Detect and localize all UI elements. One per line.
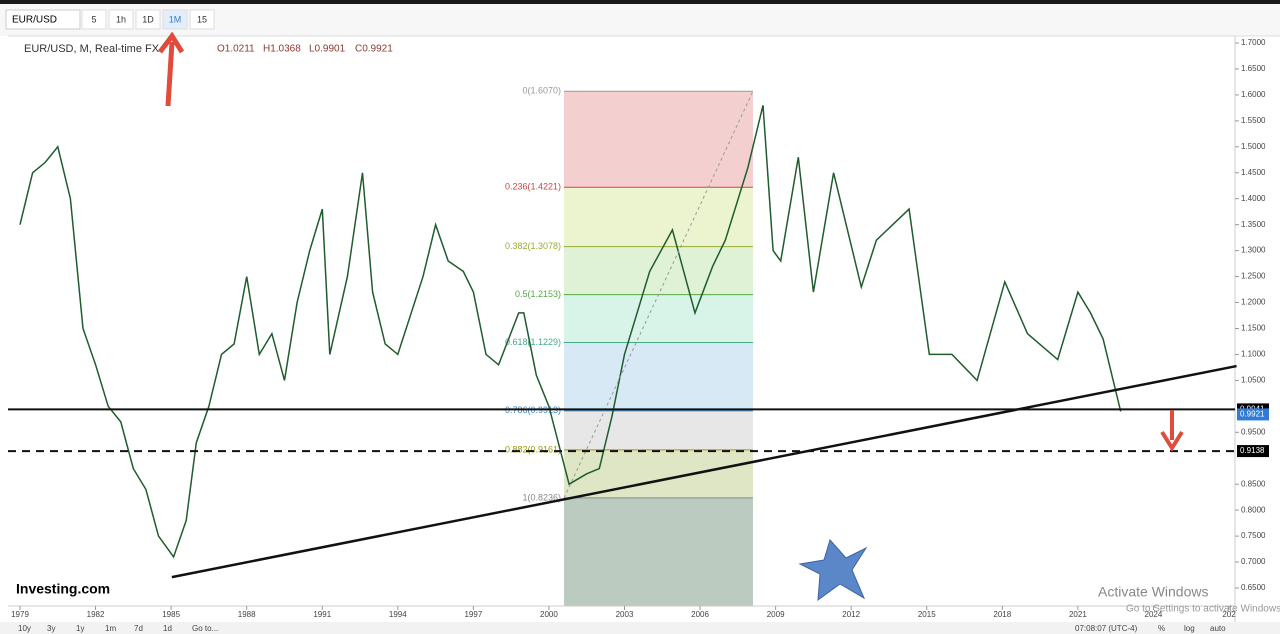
y-tick-label: 1.2000	[1241, 298, 1266, 307]
watermark: Investing.com	[16, 581, 110, 597]
top-bar	[0, 0, 1280, 4]
range-button[interactable]: 1m	[105, 624, 116, 633]
y-tick-label: 1.1500	[1241, 324, 1266, 333]
fib-band	[564, 294, 753, 343]
x-tick-label: 2012	[842, 610, 860, 619]
price-tag-label: 0.9921	[1240, 410, 1265, 419]
fib-band	[564, 410, 753, 450]
x-tick-label: 1985	[162, 610, 180, 619]
price-line	[19, 105, 1122, 559]
x-tick-label: 1979	[11, 610, 29, 619]
x-tick-label: 1982	[87, 610, 105, 619]
range-button[interactable]: 3y	[47, 624, 55, 633]
legend-open: O1.0211	[217, 44, 255, 55]
interval-label: 1D	[142, 14, 154, 24]
fib-label: 1(0.8236)	[523, 492, 562, 502]
range-button[interactable]: 1d	[163, 624, 172, 633]
interval-button[interactable]	[135, 9, 161, 30]
red-arrow	[158, 31, 185, 107]
fib-label: 0.5(1.2153)	[515, 289, 561, 299]
range-button[interactable]: Go to...	[192, 624, 218, 633]
price-tag	[1237, 408, 1269, 421]
y-tick-label: 1.5500	[1241, 116, 1266, 125]
y-tick-label: 1.3000	[1241, 246, 1266, 255]
range-button[interactable]: 10y	[18, 624, 31, 633]
fib-band	[564, 497, 753, 606]
trend-line	[171, 364, 1237, 579]
x-tick-label: 1994	[389, 610, 407, 619]
x-tick-label: 2024	[1145, 610, 1163, 619]
y-tick-label: 1.0500	[1241, 375, 1266, 384]
x-tick-label: 202	[1222, 610, 1236, 619]
red-arrow	[1160, 410, 1184, 452]
y-tick-label: 1.7000	[1241, 38, 1266, 47]
interval-label: 5	[91, 14, 96, 24]
symbol: EUR/USD	[12, 15, 57, 26]
bottom-bar	[0, 622, 1280, 634]
fib-label: 0.382(1.3078)	[505, 241, 561, 251]
x-tick-label: 2018	[993, 610, 1011, 619]
range-button[interactable]: 7d	[134, 624, 143, 633]
interval-label: 15	[197, 14, 207, 24]
y-tick-label: 1.6500	[1241, 64, 1266, 73]
fib-label: 0.618(1.1229)	[505, 337, 561, 347]
y-tick-label: 0.7500	[1241, 531, 1266, 540]
y-tick-label: 0.6500	[1241, 583, 1266, 592]
y-tick-label: 1.4000	[1241, 194, 1266, 203]
legend-close: C0.9921	[355, 44, 393, 55]
y-tick-label: 1.1000	[1241, 350, 1266, 359]
fib-band	[564, 91, 753, 188]
y-tick-label: 1.3500	[1241, 220, 1266, 229]
interval-button[interactable]	[108, 9, 134, 30]
legend-low: L0.9901	[309, 44, 346, 55]
x-tick-label: 2009	[767, 610, 785, 619]
y-tick-label: 1.2500	[1241, 272, 1266, 281]
interval-button[interactable]	[162, 9, 188, 30]
x-tick-label: 1988	[238, 610, 256, 619]
x-tick-label: 2015	[918, 610, 936, 619]
interval-label: 1M	[169, 14, 182, 24]
y-tick-label: 1.5000	[1241, 142, 1266, 151]
price-tag-label: 0.9138	[1240, 446, 1265, 455]
scale-option[interactable]: %	[1158, 624, 1165, 633]
y-tick-label: 0.7000	[1241, 557, 1266, 566]
star-icon	[798, 538, 868, 602]
x-tick-label: 2021	[1069, 610, 1087, 619]
fib-label: 0(1.6070)	[523, 86, 562, 96]
x-tick-label: 1991	[313, 610, 331, 619]
y-tick-label: 1.4500	[1241, 168, 1266, 177]
legend-high: H1.0368	[263, 44, 301, 55]
x-tick-label: 1997	[464, 610, 482, 619]
range-button[interactable]: 1y	[76, 624, 84, 633]
interval-label: 1h	[116, 14, 126, 24]
legend-title: EUR/USD, M, Real-time FX	[24, 43, 160, 55]
y-tick-label: 0.8500	[1241, 479, 1266, 488]
scale-option[interactable]: auto	[1210, 624, 1226, 633]
fib-band	[564, 187, 753, 247]
symbol-box[interactable]	[5, 9, 81, 30]
x-tick-label: 2000	[540, 610, 558, 619]
interval-button[interactable]	[81, 9, 107, 30]
os-notice-title: Activate Windows	[1098, 584, 1208, 600]
os-notice-text: Go to Settings to activate Windows.	[1126, 604, 1280, 615]
x-tick-label: 2003	[616, 610, 634, 619]
fib-band	[564, 342, 753, 411]
fib-label: 0.236(1.4221)	[505, 182, 561, 192]
fib-label: 0.882(0.9161)	[505, 444, 561, 454]
y-tick-label: 1.6000	[1241, 90, 1266, 99]
fib-diagonal	[563, 91, 754, 499]
y-tick-label: 0.8000	[1241, 505, 1266, 514]
price-tag	[1237, 445, 1269, 458]
interval-button[interactable]	[189, 9, 215, 30]
clock: 07:08:07 (UTC-4)	[1075, 624, 1138, 633]
x-tick-label: 2006	[691, 610, 709, 619]
scale-option[interactable]: log	[1184, 624, 1195, 633]
fib-band	[564, 449, 753, 498]
y-tick-label: 0.9500	[1241, 427, 1266, 436]
